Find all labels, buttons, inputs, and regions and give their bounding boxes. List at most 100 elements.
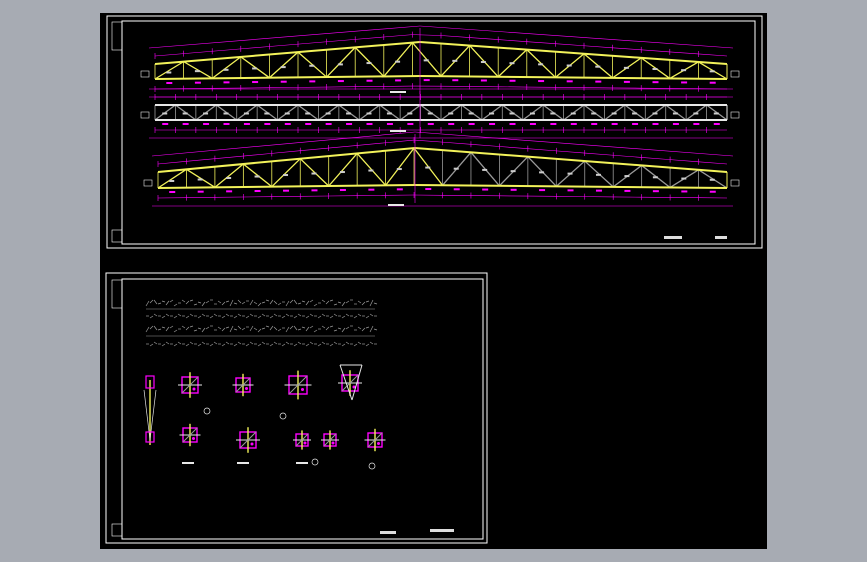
schedule-text bbox=[169, 325, 174, 329]
dimension-line bbox=[326, 39, 356, 43]
schedule-text bbox=[365, 326, 370, 329]
member-tag bbox=[632, 112, 638, 115]
schedule-text bbox=[149, 315, 154, 319]
schedule-text bbox=[157, 328, 162, 331]
detail-bolt bbox=[303, 441, 307, 445]
dimension-line bbox=[385, 139, 415, 144]
schedule-text bbox=[273, 341, 278, 345]
schedule-text bbox=[293, 315, 298, 319]
member-tag bbox=[254, 190, 261, 193]
schedule-text bbox=[341, 327, 346, 333]
schedule-text bbox=[289, 325, 294, 330]
member-tag bbox=[538, 63, 544, 66]
member-tag bbox=[632, 123, 639, 125]
schedule-text bbox=[165, 341, 170, 345]
schedule-text bbox=[301, 326, 306, 329]
member-tag bbox=[325, 123, 332, 125]
schedule-text bbox=[221, 301, 226, 306]
schedule-text bbox=[369, 341, 374, 345]
schedule-text bbox=[297, 313, 302, 317]
member-tag bbox=[550, 112, 556, 115]
support-mark bbox=[140, 70, 150, 78]
schedule-text bbox=[189, 341, 194, 345]
member-tag bbox=[611, 112, 617, 115]
sheet-frame bbox=[121, 278, 484, 540]
member-tag bbox=[252, 81, 259, 84]
schedule-text bbox=[201, 327, 206, 333]
schedule-text bbox=[297, 341, 302, 345]
member-tag bbox=[166, 82, 173, 84]
member-tag bbox=[681, 177, 687, 180]
member-tag bbox=[309, 64, 315, 67]
truss-diagonal bbox=[385, 147, 415, 186]
truss-diagonal bbox=[186, 168, 216, 188]
dimension-line bbox=[499, 146, 528, 149]
schedule-text bbox=[237, 299, 242, 304]
schedule-text bbox=[273, 300, 278, 305]
title-stamp bbox=[111, 229, 123, 243]
member-tag bbox=[423, 79, 430, 82]
member-tag bbox=[283, 174, 289, 177]
schedule-text bbox=[173, 329, 178, 333]
dimension-line bbox=[214, 155, 244, 159]
truss-diagonal bbox=[328, 152, 358, 187]
schedule-text bbox=[197, 301, 202, 304]
member-tag bbox=[339, 171, 345, 174]
schedule-text bbox=[289, 299, 294, 304]
schedule-text bbox=[257, 343, 262, 347]
schedule-text bbox=[193, 329, 198, 332]
schedule-text bbox=[173, 315, 178, 319]
schedule-text bbox=[321, 325, 326, 329]
drawing-caption bbox=[388, 204, 404, 206]
schedule-text bbox=[325, 326, 330, 331]
schedule-text bbox=[309, 325, 314, 329]
member-tag bbox=[223, 123, 230, 125]
schedule-text bbox=[329, 343, 334, 347]
member-tag bbox=[681, 81, 688, 84]
member-tag bbox=[337, 80, 344, 83]
schedule-text bbox=[225, 341, 230, 345]
schedule-text bbox=[233, 343, 238, 347]
schedule-text bbox=[265, 299, 270, 302]
schedule-text bbox=[165, 300, 170, 306]
schedule-text bbox=[205, 326, 210, 330]
dimension-line bbox=[328, 145, 358, 149]
drawing-content bbox=[140, 25, 740, 470]
member-tag bbox=[264, 112, 270, 115]
schedule-text bbox=[281, 315, 286, 319]
dimension-line bbox=[556, 150, 585, 154]
member-tag bbox=[539, 171, 545, 174]
dimension-line bbox=[698, 161, 728, 165]
schedule-text bbox=[353, 343, 358, 347]
schedule-text bbox=[305, 343, 310, 347]
overall-dimension bbox=[419, 25, 734, 49]
schedule-text bbox=[321, 341, 326, 345]
schedule-text bbox=[333, 303, 338, 306]
truss-diagonal bbox=[240, 56, 270, 79]
dimension-line bbox=[212, 48, 241, 52]
schedule-text bbox=[189, 299, 194, 302]
dimension-line bbox=[584, 152, 614, 156]
schedule-text bbox=[257, 302, 262, 307]
member-tag bbox=[681, 190, 688, 193]
schedule-text bbox=[333, 329, 338, 332]
schedule-text bbox=[221, 315, 226, 319]
schedule-text bbox=[229, 325, 234, 333]
schedule-text bbox=[305, 315, 310, 319]
schedule-text bbox=[225, 300, 230, 303]
member-tag bbox=[311, 189, 318, 192]
truss-diagonal bbox=[154, 61, 184, 80]
schedule-text bbox=[269, 343, 274, 347]
schedule-text bbox=[269, 325, 274, 331]
drawing-caption bbox=[390, 130, 406, 132]
schedule-text bbox=[221, 343, 226, 347]
member-tag bbox=[595, 65, 601, 68]
schedule-text bbox=[185, 300, 190, 305]
member-tag bbox=[482, 188, 489, 191]
schedule-text bbox=[261, 327, 266, 330]
member-tag bbox=[448, 112, 454, 115]
dimension-line bbox=[469, 37, 499, 40]
schedule-text bbox=[245, 343, 250, 347]
dimension-line bbox=[498, 39, 527, 42]
